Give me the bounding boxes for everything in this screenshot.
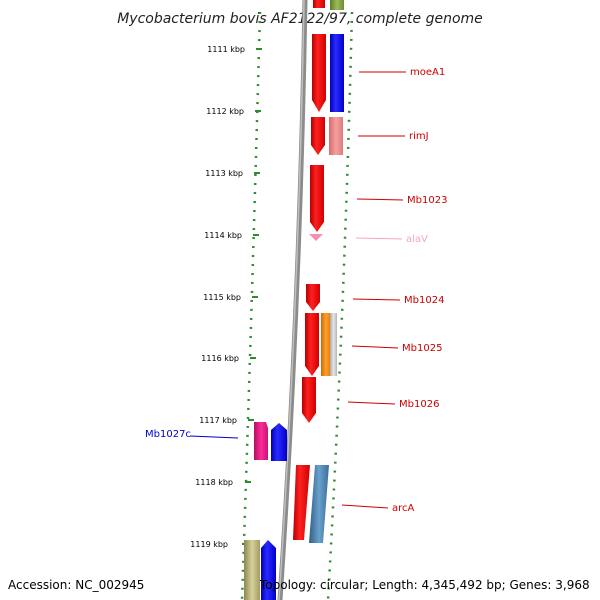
- leader-line: [355, 237, 403, 240]
- gene-label[interactable]: Mb1025: [402, 343, 442, 354]
- gene-Mb1023[interactable]: Mb1023: [310, 165, 447, 232]
- gene-arrow[interactable]: [271, 423, 287, 461]
- map-title: Mycobacterium bovis AF2122/97, complete …: [117, 11, 483, 27]
- gene-label[interactable]: Mb1024: [404, 295, 444, 306]
- tick-label: 1118 kbp: [195, 478, 233, 487]
- leader-line: [356, 198, 404, 201]
- gene-Mb1024[interactable]: Mb1024: [306, 284, 444, 311]
- tick-label: 1112 kbp: [206, 107, 244, 116]
- gene-label[interactable]: arcA: [392, 503, 415, 514]
- bottom-blue-feature[interactable]: [261, 540, 276, 600]
- tick-label: 1117 kbp: [199, 416, 237, 425]
- leader-line: [351, 345, 399, 349]
- leader-line: [352, 298, 401, 301]
- gene-moeA1[interactable]: moeA1: [312, 34, 445, 112]
- trna-arrow[interactable]: [309, 234, 323, 241]
- gene-Mb1025[interactable]: Mb1025: [305, 313, 442, 376]
- gene-arrow[interactable]: [293, 465, 310, 540]
- leader-line: [189, 435, 239, 439]
- genome-backbone: [277, 0, 308, 600]
- khaki-feature[interactable]: [244, 540, 260, 600]
- right-dotted-track: [326, 11, 354, 600]
- gene-label[interactable]: Mb1026: [399, 399, 439, 410]
- pink-feature[interactable]: [329, 117, 343, 155]
- tick-label: 1119 kbp: [190, 540, 228, 549]
- tick-label: 1116 kbp: [201, 354, 239, 363]
- gene-arrow[interactable]: [306, 284, 320, 311]
- gene-arrow[interactable]: [312, 34, 326, 112]
- gene-arrow[interactable]: [302, 377, 316, 423]
- topology-text: Topology: circular; Length: 4,345,492 bp…: [260, 578, 590, 592]
- gene-arrow[interactable]: [310, 165, 324, 232]
- leader-line: [347, 401, 396, 405]
- gene-alaV[interactable]: alaV: [309, 234, 428, 245]
- grey-feature[interactable]: [330, 313, 337, 376]
- gene-Mb1026[interactable]: Mb1026: [302, 377, 439, 423]
- gene-arrow[interactable]: [311, 117, 325, 155]
- gene-label[interactable]: moeA1: [410, 67, 445, 78]
- steel-feature[interactable]: [309, 465, 329, 543]
- top-cds-feature[interactable]: [313, 0, 325, 8]
- gene-label[interactable]: alaV: [406, 234, 428, 245]
- magenta-feature[interactable]: [254, 422, 268, 460]
- gene-label[interactable]: Mb1023: [407, 195, 447, 206]
- orange-feature[interactable]: [321, 313, 331, 376]
- gene-arrow[interactable]: [305, 313, 319, 376]
- tick-label: 1115 kbp: [203, 293, 241, 302]
- blue-feature[interactable]: [330, 34, 344, 112]
- tick-label: 1114 kbp: [204, 231, 242, 240]
- left-dotted-track: [240, 11, 262, 600]
- gene-arcA[interactable]: arcA: [293, 465, 415, 543]
- gene-rimJ[interactable]: rimJ: [311, 117, 429, 155]
- tick-label: 1113 kbp: [205, 169, 243, 178]
- tick-label: 1111 kbp: [207, 45, 245, 54]
- olive-feature[interactable]: [330, 0, 344, 10]
- gene-Mb1027c[interactable]: Mb1027c: [145, 422, 287, 461]
- accession-text: Accession: NC_002945: [8, 578, 145, 592]
- gene-label[interactable]: rimJ: [409, 131, 429, 142]
- leader-line: [341, 504, 389, 509]
- scale-ticks: 1111 kbp 1112 kbp 1113 kbp 1114 kbp 1115…: [190, 45, 262, 549]
- gene-label[interactable]: Mb1027c: [145, 429, 191, 440]
- genome-backbone-highlight: [278, 0, 305, 600]
